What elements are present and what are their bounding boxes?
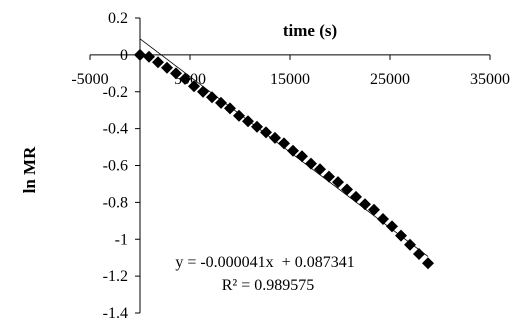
trendline-equation: y = -0.000041x + 0.087341 (175, 254, 354, 271)
data-points (134, 48, 434, 270)
data-point (323, 170, 335, 183)
data-point (332, 176, 344, 189)
data-point (377, 212, 389, 225)
data-point (188, 80, 200, 93)
data-point (395, 229, 407, 242)
data-point (215, 96, 227, 109)
data-point (269, 131, 281, 144)
y-axis-title: ln MR (20, 146, 39, 193)
y-tick-label: -0.2 (103, 84, 128, 101)
y-tick-label: -1 (115, 231, 128, 248)
data-point (359, 198, 371, 211)
x-axis-ticks: -50005000150002500035000 (71, 54, 510, 88)
data-point (341, 183, 353, 196)
data-point (287, 144, 299, 157)
data-point (251, 120, 263, 133)
data-point (233, 109, 245, 122)
y-tick-label: 0 (120, 47, 128, 64)
data-point (197, 85, 209, 98)
x-tick-label: 15000 (270, 71, 310, 88)
data-point (134, 48, 146, 61)
y-tick-label: -0.6 (103, 158, 128, 175)
data-point (152, 56, 164, 69)
data-point (404, 238, 416, 251)
x-tick-label: 25000 (370, 71, 410, 88)
data-point (305, 157, 317, 170)
data-point (143, 50, 155, 63)
data-point (206, 91, 218, 104)
data-point (368, 203, 380, 216)
data-point (161, 61, 173, 74)
trendline-r-squared: R² = 0.989575 (222, 277, 315, 294)
data-point (278, 137, 290, 150)
y-tick-label: 0.2 (108, 10, 128, 27)
data-point (260, 126, 272, 139)
data-point (179, 72, 191, 85)
data-point (224, 102, 236, 115)
x-tick-label: 35000 (470, 71, 510, 88)
y-tick-label: -1.2 (103, 268, 128, 285)
y-tick-label: -1.4 (103, 305, 128, 320)
y-tick-label: -0.4 (103, 121, 128, 138)
data-point (170, 67, 182, 80)
data-point (386, 220, 398, 233)
data-point (242, 115, 254, 128)
y-tick-label: -0.8 (103, 194, 128, 211)
y-axis-ticks: 0.2 0 -0.2 -0.4 -0.6 -0.8 -1 -1.2 -1.4 (103, 10, 140, 320)
data-point (422, 257, 434, 270)
data-point (350, 190, 362, 203)
x-axis-title: time (s) (283, 21, 337, 40)
data-point (296, 150, 308, 163)
x-tick-label: -5000 (71, 71, 108, 88)
data-point (413, 248, 425, 260)
data-point (314, 163, 326, 176)
